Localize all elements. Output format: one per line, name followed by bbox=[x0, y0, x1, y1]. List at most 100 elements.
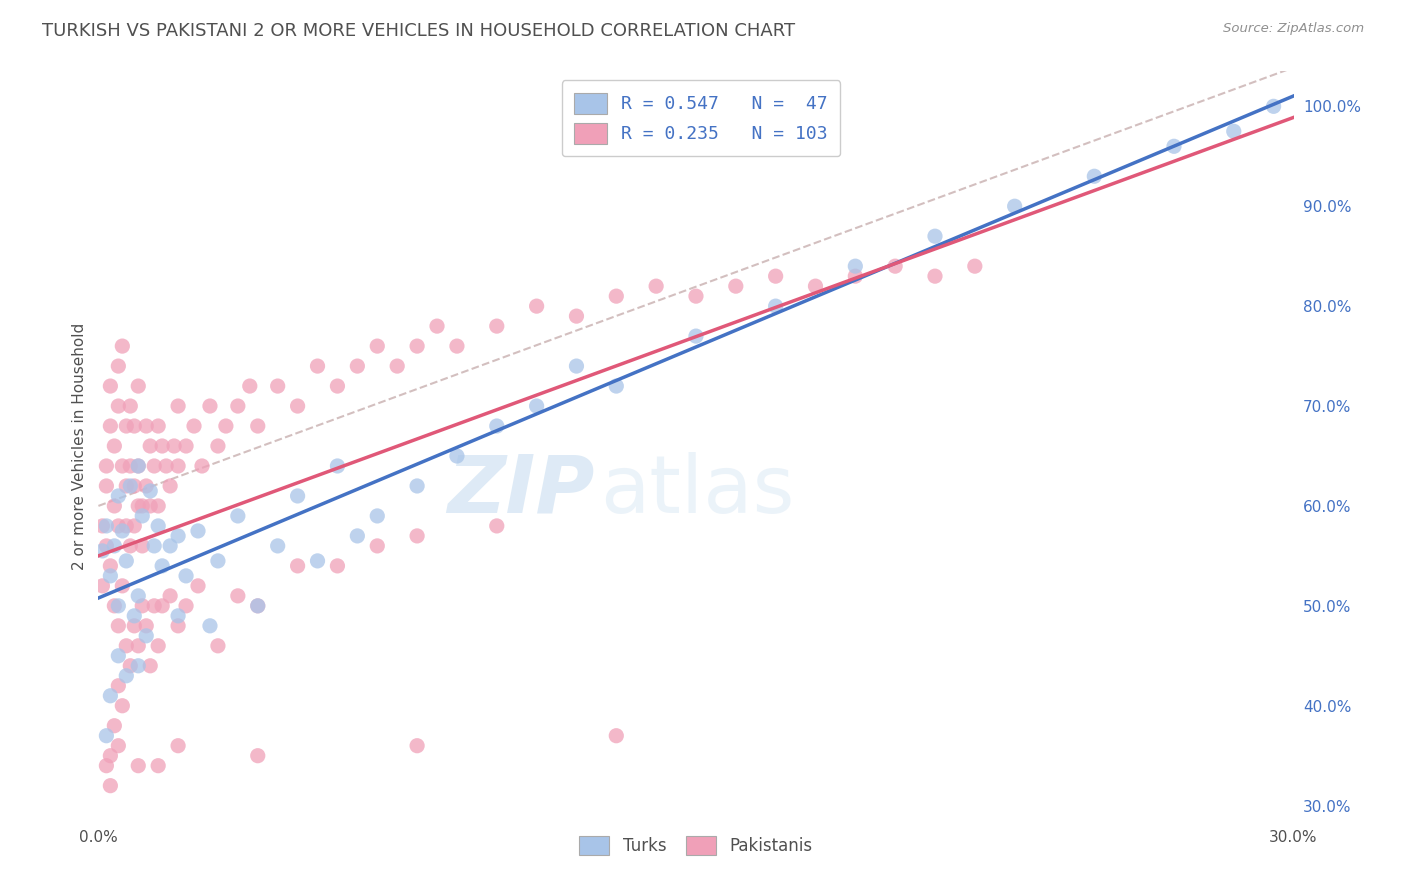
Point bbox=[91, 579, 114, 593]
Point bbox=[366, 508, 388, 523]
Point bbox=[98, 689, 122, 703]
Point bbox=[124, 519, 146, 533]
Point bbox=[307, 359, 329, 373]
Point bbox=[98, 748, 122, 763]
Point bbox=[174, 599, 197, 613]
Point bbox=[98, 379, 122, 393]
Point bbox=[120, 458, 142, 473]
Point bbox=[884, 259, 907, 273]
Point bbox=[103, 599, 125, 613]
Point bbox=[605, 379, 627, 393]
Point bbox=[135, 619, 157, 633]
Point bbox=[366, 539, 388, 553]
Point bbox=[526, 299, 548, 313]
Point bbox=[159, 589, 181, 603]
Point bbox=[127, 589, 149, 603]
Point bbox=[765, 269, 787, 284]
Text: ZIP: ZIP bbox=[447, 452, 595, 530]
Point bbox=[406, 479, 429, 493]
Point bbox=[91, 544, 114, 558]
Point bbox=[1263, 99, 1285, 113]
Point bbox=[111, 524, 134, 538]
Point bbox=[174, 439, 197, 453]
Point bbox=[844, 259, 866, 273]
Point bbox=[167, 399, 190, 413]
Legend: Turks, Pakistanis: Turks, Pakistanis bbox=[569, 825, 823, 864]
Point bbox=[191, 458, 214, 473]
Point bbox=[187, 524, 209, 538]
Point bbox=[167, 529, 190, 543]
Point bbox=[406, 339, 429, 353]
Point bbox=[187, 579, 209, 593]
Point bbox=[174, 569, 197, 583]
Point bbox=[103, 499, 125, 513]
Point bbox=[107, 359, 129, 373]
Point bbox=[485, 319, 508, 334]
Point bbox=[131, 599, 153, 613]
Point bbox=[98, 419, 122, 434]
Point bbox=[107, 399, 129, 413]
Point bbox=[124, 619, 146, 633]
Point bbox=[120, 658, 142, 673]
Point bbox=[226, 399, 249, 413]
Point bbox=[111, 458, 134, 473]
Point bbox=[131, 508, 153, 523]
Point bbox=[96, 729, 118, 743]
Point bbox=[526, 399, 548, 413]
Point bbox=[148, 419, 170, 434]
Point bbox=[107, 648, 129, 663]
Point bbox=[124, 479, 146, 493]
Point bbox=[685, 289, 707, 303]
Point bbox=[765, 299, 787, 313]
Point bbox=[645, 279, 668, 293]
Point bbox=[605, 289, 627, 303]
Point bbox=[1083, 169, 1105, 184]
Point bbox=[366, 339, 388, 353]
Point bbox=[139, 658, 162, 673]
Point bbox=[163, 439, 186, 453]
Point bbox=[107, 489, 129, 503]
Point bbox=[139, 439, 162, 453]
Text: atlas: atlas bbox=[600, 452, 794, 530]
Point bbox=[127, 639, 149, 653]
Point bbox=[446, 449, 468, 463]
Point bbox=[924, 269, 946, 284]
Point bbox=[111, 579, 134, 593]
Point bbox=[103, 439, 125, 453]
Point bbox=[139, 483, 162, 498]
Point bbox=[346, 529, 368, 543]
Point bbox=[127, 658, 149, 673]
Point bbox=[115, 519, 138, 533]
Point bbox=[148, 499, 170, 513]
Point bbox=[111, 339, 134, 353]
Point bbox=[207, 639, 229, 653]
Point bbox=[426, 319, 449, 334]
Point bbox=[150, 439, 173, 453]
Point bbox=[115, 554, 138, 568]
Point bbox=[103, 719, 125, 733]
Point bbox=[120, 399, 142, 413]
Point bbox=[127, 458, 149, 473]
Point bbox=[246, 748, 269, 763]
Point bbox=[135, 419, 157, 434]
Point bbox=[107, 619, 129, 633]
Point bbox=[96, 758, 118, 772]
Point bbox=[127, 458, 149, 473]
Point bbox=[96, 458, 118, 473]
Point bbox=[127, 499, 149, 513]
Point bbox=[131, 499, 153, 513]
Point bbox=[307, 554, 329, 568]
Point bbox=[1004, 199, 1026, 213]
Point bbox=[150, 599, 173, 613]
Point bbox=[167, 458, 190, 473]
Point bbox=[167, 619, 190, 633]
Point bbox=[804, 279, 827, 293]
Point bbox=[685, 329, 707, 343]
Point bbox=[406, 529, 429, 543]
Point bbox=[150, 558, 173, 573]
Point bbox=[446, 339, 468, 353]
Text: Source: ZipAtlas.com: Source: ZipAtlas.com bbox=[1223, 22, 1364, 36]
Point bbox=[207, 439, 229, 453]
Point bbox=[107, 599, 129, 613]
Point bbox=[246, 599, 269, 613]
